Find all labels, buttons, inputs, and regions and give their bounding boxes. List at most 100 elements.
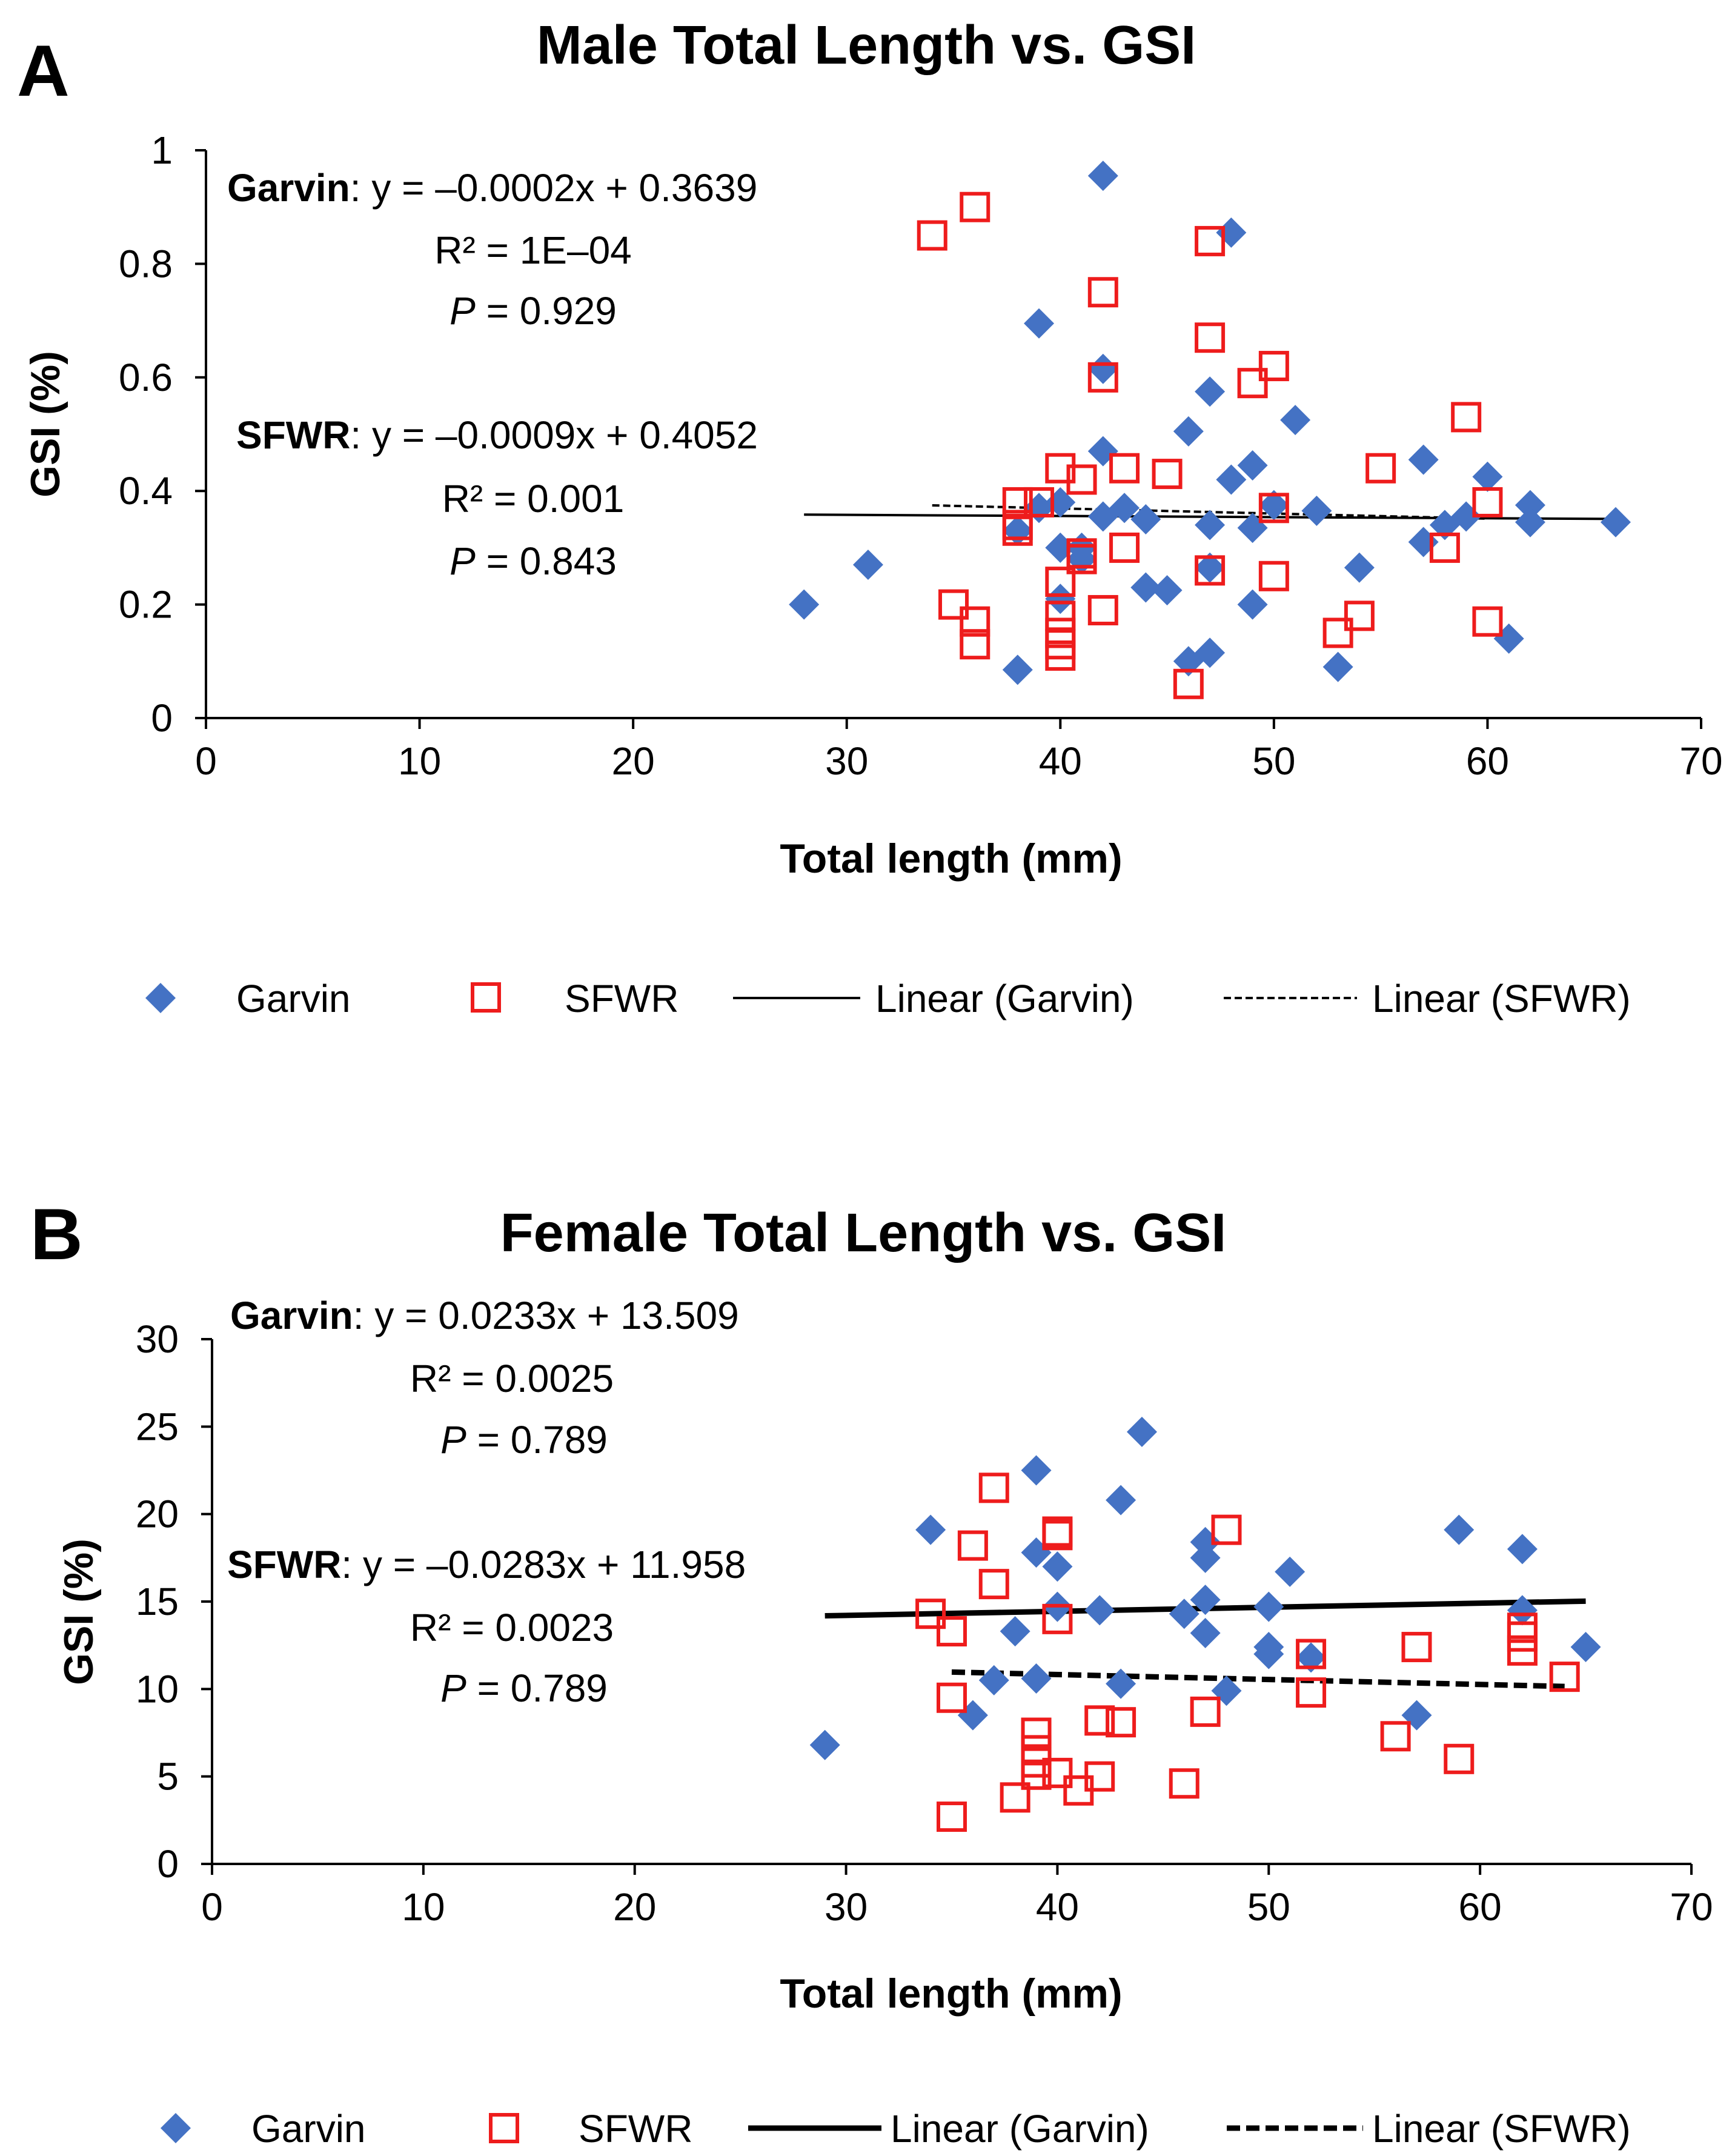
panel-b-garvin-point <box>809 1729 840 1760</box>
panel-b-letter: B <box>30 1194 83 1275</box>
panel-a-x-tick-label: 0 <box>195 739 217 783</box>
panel-a-sfwr-point <box>1195 555 1226 586</box>
panel-a-letter: A <box>17 30 70 111</box>
panel-a-sfwr-point <box>1087 594 1118 625</box>
panel-b-garvin-point <box>1296 1642 1327 1673</box>
panel-b-garvin-point <box>915 1514 946 1545</box>
panel-a-legend: Garvin SFWR Linear (Garvin) Linear (SFWR… <box>145 977 1631 1020</box>
panel-b-points <box>809 1416 1601 1832</box>
panel-a-garvin-point <box>1258 490 1289 521</box>
panel-a-x-tick-label: 70 <box>1679 739 1722 783</box>
panel-a-garvin-r2: R² = 1E–04 <box>434 228 632 272</box>
panel-a-sfwr-point <box>1024 487 1055 517</box>
panel-a-garvin-point <box>1600 507 1631 537</box>
legend-sfwr-label: SFWR <box>565 977 679 1020</box>
panel-a-title: Male Total Length vs. GSI <box>537 15 1196 76</box>
panel-a-garvin-point <box>1237 450 1268 481</box>
panel-a-garvin-point <box>1195 637 1226 668</box>
panel-b-garvin-point <box>1042 1551 1073 1582</box>
panel-b-sfwr-point <box>1444 1743 1475 1774</box>
legend-linear-sfwr-label: Linear (SFWR) <box>1372 2107 1631 2151</box>
panel-a-garvin-point <box>1087 436 1118 467</box>
panel-a-sfwr-point <box>960 606 990 637</box>
panel-a-sfwr-point <box>1087 277 1118 308</box>
panel-b-sfwr-point <box>937 1802 967 1832</box>
panel-b-y-tick-label: 0 <box>157 1842 179 1886</box>
panel-b-sfwr-point <box>1000 1782 1030 1813</box>
panel-a-garvin-point <box>1173 416 1204 447</box>
panel-a-garvin-point <box>1002 515 1033 546</box>
panel-a-garvin-point <box>1045 584 1076 614</box>
panel-b-y-tick-label: 30 <box>136 1317 179 1361</box>
panel-a-garvin-point <box>852 550 883 581</box>
panel-b-x-tick-label: 10 <box>402 1885 445 1929</box>
panel-b-garvin-equation: Garvin: y = 0.0233x + 13.509 <box>230 1294 739 1337</box>
panel-b-garvin-point <box>1106 1485 1136 1516</box>
panel-a-garvin-point <box>1087 353 1118 384</box>
panel-a-garvin-point <box>1408 527 1439 557</box>
panel-b-garvin-point <box>1126 1416 1157 1447</box>
panel-b-garvin-point <box>1000 1616 1030 1647</box>
panel-b-sfwr-point <box>915 1599 946 1629</box>
panel-b-y-axis-title: GSI (%) <box>56 1539 102 1685</box>
panel-a-sfwr-point <box>1045 629 1076 660</box>
panel-b-sfwr-point <box>957 1530 988 1561</box>
panel-b-sfwr-point <box>978 1569 1009 1600</box>
panel-a-sfwr-point <box>1002 515 1033 546</box>
panel-a-garvin-point <box>1280 405 1311 436</box>
panel-a-garvin-point <box>1344 552 1375 583</box>
panel-b-sfwr-equation: SFWR: y = –0.0283x + 11.958 <box>227 1543 746 1586</box>
panel-b-sfwr-point <box>1401 1632 1432 1663</box>
panel-a-garvin-point <box>1195 552 1226 583</box>
panel-a-garvin-point <box>1024 308 1055 339</box>
panel-a-sfwr-point <box>1344 601 1375 631</box>
legend-garvin-marker-icon <box>161 2113 191 2143</box>
panel-b-sfwr-point <box>1021 1759 1052 1790</box>
panel-b-x-tick-label: 30 <box>825 1885 868 1929</box>
panel-b-x-tick-label: 0 <box>201 1885 223 1929</box>
legend-sfwr-label: SFWR <box>579 2107 692 2151</box>
panel-a-points <box>789 161 1631 699</box>
legend-garvin-label: Garvin <box>251 2107 366 2151</box>
panel-b-garvin-point <box>957 1700 988 1731</box>
panel-b-axes: 0 10 20 30 40 50 60 70 0 5 10 15 20 25 30 <box>136 1317 1713 1929</box>
panel-b-garvin-point <box>1507 1534 1538 1565</box>
panel-b-y-tick-label: 15 <box>136 1580 179 1623</box>
panel-a: A Male Total Length vs. GSI 0 10 20 30 40 50 6… <box>17 15 1723 1020</box>
panel-a-garvin-point <box>1087 161 1118 191</box>
panel-b-sfwr-point <box>1507 1635 1538 1666</box>
panel-a-garvin-point <box>1130 572 1161 603</box>
panel-a-garvin-point <box>1472 461 1503 492</box>
panel-a-y-tick-label: 0 <box>151 696 173 740</box>
panel-a-y-tick-label: 0.4 <box>119 469 173 513</box>
panel-b-x-tick-label: 60 <box>1459 1885 1502 1929</box>
panel-a-sfwr-point <box>938 589 969 620</box>
panel-b-garvin-point <box>1169 1599 1199 1629</box>
panel-b-x-tick-label: 40 <box>1036 1885 1079 1929</box>
panel-b: B Female Total Length vs. GSI 0 10 20 30 40 5… <box>30 1194 1713 2151</box>
panel-b-sfwr-point <box>937 1616 967 1647</box>
panel-a-garvin-point <box>1515 507 1545 537</box>
panel-a-sfwr-point <box>917 220 947 251</box>
panel-a-garvin-point <box>1109 493 1140 524</box>
panel-b-sfwr-point <box>1211 1514 1242 1545</box>
panel-a-axes: 0 10 20 30 40 50 60 70 0 0.2 0.4 0.6 0.8 1 <box>119 128 1723 783</box>
panel-a-sfwr-point <box>1045 453 1076 484</box>
panel-a-garvin-point <box>1216 217 1247 248</box>
panel-a-sfwr-point <box>1472 606 1503 637</box>
panel-a-garvin-point <box>1152 575 1183 606</box>
panel-b-garvin-point <box>1253 1591 1284 1622</box>
panel-a-sfwr-point <box>1195 225 1226 256</box>
panel-b-y-tick-label: 5 <box>157 1755 179 1798</box>
panel-a-sfwr-point <box>1237 368 1268 399</box>
panel-b-x-axis-title: Total length (mm) <box>780 1971 1122 2017</box>
panel-a-sfwr-point <box>960 191 990 222</box>
panel-b-trendline-sfwr <box>951 1669 1565 1689</box>
panel-a-x-tick-label: 30 <box>825 739 868 783</box>
panel-b-sfwr-r2: R² = 0.0023 <box>410 1606 614 1649</box>
panel-b-sfwr-point <box>1021 1717 1052 1748</box>
panel-b-x-tick-label: 70 <box>1670 1885 1713 1929</box>
panel-a-y-tick-label: 1 <box>151 128 173 172</box>
panel-b-sfwr-point <box>1042 1757 1073 1788</box>
panel-a-garvin-point <box>1195 510 1226 541</box>
